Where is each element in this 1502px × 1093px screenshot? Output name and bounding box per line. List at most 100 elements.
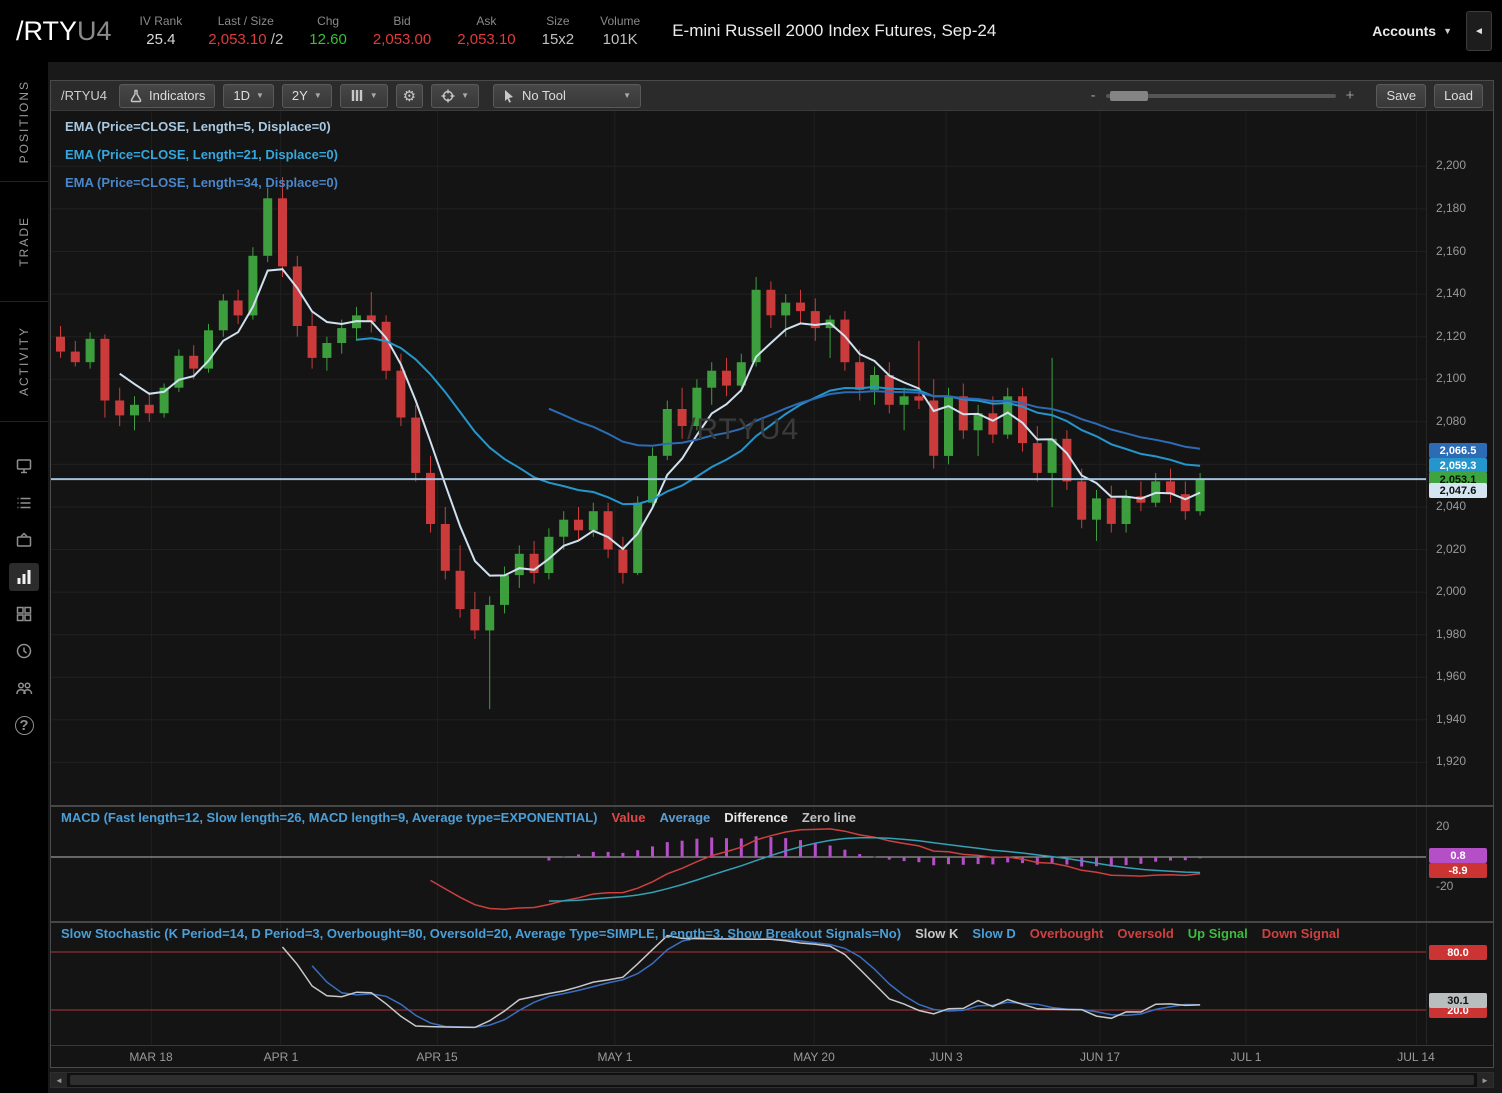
price-bubble: 2,066.5 [1429,443,1487,458]
sidebar-tab-positions[interactable]: POSITIONS [0,62,48,182]
macd-chart [51,807,1426,921]
help-icon[interactable]: ? [9,711,39,739]
range-value: 2Y [291,88,308,103]
stoch-axis[interactable]: 80.0 20.0 30.1 [1426,923,1493,1045]
accounts-label: Accounts [1372,23,1437,39]
charts-icon[interactable] [9,563,39,591]
bid-label: Bid [393,14,411,28]
zoom-slider[interactable] [1105,90,1336,101]
load-button[interactable]: Load [1434,83,1483,108]
symbol-watermark: /RTYU4 [687,413,800,447]
iv-rank-field: IV Rank 25.4 [140,14,183,48]
grid-icon[interactable] [9,600,39,628]
stoch-legend-item: Overbought [1029,926,1104,941]
scroll-left-arrow-icon[interactable]: ◄ [51,1073,67,1087]
instrument-title: E-mini Russell 2000 Index Futures, Sep-2… [672,21,997,40]
last-size-value: /2 [266,31,284,48]
sidebar-tab-label: ACTIVITY [17,326,31,397]
chg-field: Chg 12.60 [309,14,347,48]
sidebar-tab-activity[interactable]: ACTIVITY [0,302,48,422]
stochastic-chart [51,923,1426,1045]
size-field: Size 15x2 [542,14,575,48]
price-bubble: 2,059.3 [1429,458,1487,473]
crosshair-icon [441,89,455,102]
stoch-legend-item: Up Signal [1187,926,1248,941]
stoch-legend-item: Slow K [915,926,959,941]
stochastic-panel: Slow Stochastic (K Period=14, D Period=3… [51,923,1493,1045]
drawing-tool-value: No Tool [522,88,566,103]
chart-settings-button[interactable]: ⚙ [395,83,424,108]
panel-divider[interactable] [51,921,1493,923]
symbol-root: /RTY [16,15,78,46]
panel-divider[interactable] [51,805,1493,807]
crosshair-style-dropdown[interactable]: ▼ [431,83,480,108]
time-axis[interactable]: MAR 18 APR 1 APR 15 MAY 1 MAY 20 JUN 3 JUN 17 J… [51,1045,1493,1067]
macd-plot-area[interactable] [51,807,1426,921]
zoom-out-button[interactable]: - [1090,87,1096,104]
price-axis[interactable]: 2,2002,1802,1602,1402,1202,1002,0802,060… [1426,111,1493,805]
save-button[interactable]: Save [1376,83,1427,108]
accounts-dropdown[interactable]: Accounts ▼ [1372,23,1452,39]
monitor-icon[interactable] [9,452,39,480]
price-chart-panel: EMA (Price=CLOSE, Length=5, Displace=0) … [51,111,1493,805]
chevron-down-icon: ▼ [256,91,264,100]
time-axis-label: MAR 18 [129,1050,173,1064]
indicators-label: Indicators [149,88,206,103]
macd-bubble: -8.9 [1429,863,1487,878]
bid-field: Bid 2,053.00 [373,14,431,48]
price-axis-label: 2,120 [1436,329,1467,343]
price-axis-label: 1,980 [1436,627,1467,641]
scroll-right-arrow-icon[interactable]: ► [1477,1073,1493,1087]
price-axis-label: 1,960 [1436,669,1467,683]
macd-panel: MACD (Fast length=12, Slow length=26, MA… [51,807,1493,921]
watchlist-icon[interactable] [9,489,39,517]
ema-34-label: EMA (Price=CLOSE, Length=34, Displace=0) [65,175,338,190]
stoch-legend-item: Slow D [972,926,1016,941]
tv-icon[interactable] [9,526,39,554]
macd-legend-row: MACD (Fast length=12, Slow length=26, MA… [61,810,1421,825]
drawing-tool-dropdown[interactable]: No Tool ▼ [493,83,642,108]
ask-field: Ask 2,053.10 [457,14,515,48]
price-plot-area[interactable] [51,111,1426,805]
symbol: /RTYU4 [16,16,112,47]
macd-study-label: MACD (Fast length=12, Slow length=26, MA… [61,810,598,825]
macd-legend-item: Average [659,810,711,825]
chg-label: Chg [317,14,340,28]
study-labels: EMA (Price=CLOSE, Length=5, Displace=0) … [65,119,338,203]
stoch-legend-items: Slow K Slow D Overbought Oversold Up Signal D… [915,926,1340,941]
horizontal-scrollbar[interactable]: ◄ ► [50,1072,1494,1088]
symbol-month: U4 [77,15,112,46]
stoch-plot-area[interactable] [51,923,1426,1045]
ask-value: 2,053.10 [457,31,516,48]
sidebar-icon-rail: ? [0,452,48,739]
chevron-down-icon: ▼ [623,91,632,100]
price-axis-label: 2,140 [1436,286,1467,300]
zoom-in-button[interactable]: + [1345,87,1355,104]
chevron-down-icon: ▼ [461,91,470,100]
price-axis-label: 2,100 [1436,371,1467,385]
sidebar-tab-label: POSITIONS [17,79,31,164]
time-axis-label: JUL 1 [1230,1050,1262,1064]
timeframe-value: 1D [233,88,250,103]
stoch-legend-item: Oversold [1117,926,1174,941]
chart-style-dropdown[interactable]: ▼ [339,83,388,108]
size-label: Size [546,14,570,28]
cursor-icon [505,89,514,103]
sidebar-tab-trade[interactable]: TRADE [0,182,48,302]
collapse-panel-button[interactable]: ◄ [1466,11,1492,51]
chg-value: 12.60 [309,31,347,48]
timeframe-dropdown[interactable]: 1D ▼ [223,83,274,108]
zoom-slider-thumb[interactable] [1109,90,1148,101]
chart-frame: /RTYU4 Indicators 1D ▼ 2Y ▼ ▼ ⚙ [50,80,1494,1068]
macd-legend-items: Value Average Difference Zero line [611,810,856,825]
last-value: 2,053.10 [208,31,267,48]
indicators-button[interactable]: Indicators [119,83,216,108]
last-size-field: Last / Size 2,053.10 /2 [208,14,283,48]
community-icon[interactable] [9,674,39,702]
history-icon[interactable] [9,637,39,665]
macd-axis[interactable]: 20 -20 0.8 -8.9 [1426,807,1493,921]
range-dropdown[interactable]: 2Y ▼ [281,83,332,108]
stoch-bubble: 80.0 [1429,945,1487,960]
scrollbar-thumb[interactable] [70,1075,1474,1085]
